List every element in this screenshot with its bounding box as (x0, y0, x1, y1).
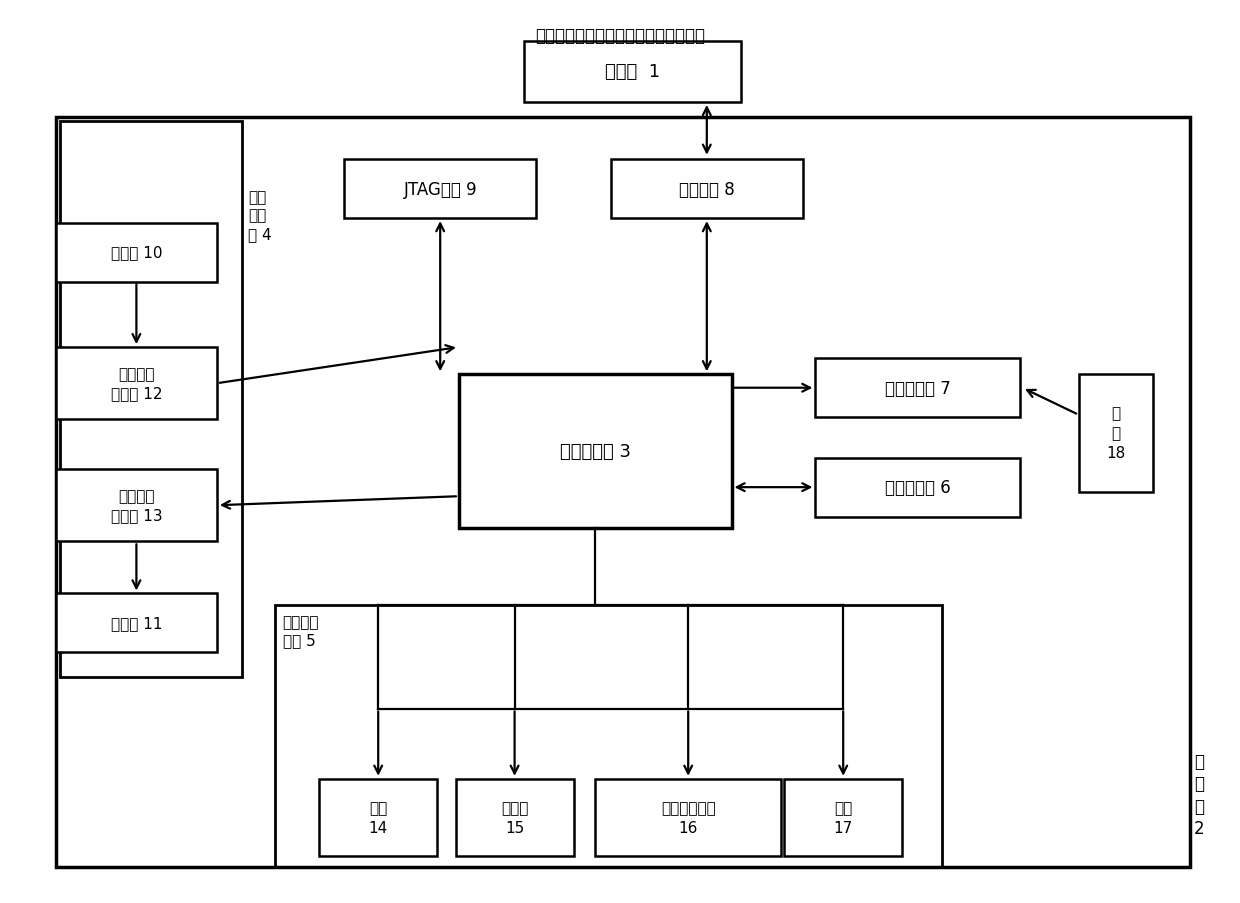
Text: 键盘
17: 键盘 17 (833, 800, 853, 834)
Text: 液晶
14: 液晶 14 (368, 800, 388, 834)
Text: 提示灯驱
动电路 13: 提示灯驱 动电路 13 (110, 489, 162, 523)
Text: 提示灯 11: 提示灯 11 (110, 616, 162, 630)
Text: 中央处理器 3: 中央处理器 3 (559, 442, 631, 461)
Bar (816, 459, 1019, 517)
Bar (56, 224, 217, 282)
Bar (785, 778, 903, 856)
Bar (56, 470, 217, 542)
Text: 数据存储器 6: 数据存储器 6 (884, 479, 951, 497)
Bar (459, 375, 732, 528)
Bar (275, 605, 942, 867)
Bar (456, 778, 573, 856)
Text: 击打键锁
存电路 12: 击打键锁 存电路 12 (110, 367, 162, 401)
Bar (56, 348, 217, 420)
Text: 综合拳击训练系统的拳击力度测量方法: 综合拳击训练系统的拳击力度测量方法 (534, 27, 706, 45)
Bar (523, 42, 740, 103)
Text: 击打键 10: 击打键 10 (110, 246, 162, 260)
Text: 压力传感器 7: 压力传感器 7 (884, 379, 951, 397)
Text: 上位机  1: 上位机 1 (605, 63, 660, 81)
Text: 打印机
15: 打印机 15 (501, 800, 528, 834)
Text: JTAG部分 9: JTAG部分 9 (403, 181, 477, 199)
Bar (816, 358, 1019, 417)
Bar (56, 594, 217, 652)
Text: 音频控制电路
16: 音频控制电路 16 (661, 800, 715, 834)
Text: 气
囊
18: 气 囊 18 (1106, 406, 1126, 461)
Bar (60, 122, 242, 677)
Text: 人机交互
部分 5: 人机交互 部分 5 (283, 614, 319, 647)
Bar (1079, 375, 1153, 492)
Bar (595, 778, 781, 856)
Bar (610, 160, 804, 219)
Bar (56, 117, 1190, 867)
Text: 击打
点部
分 4: 击打 点部 分 4 (248, 190, 272, 242)
Bar (343, 160, 536, 219)
Bar (320, 778, 438, 856)
Text: 下
位
机
2: 下 位 机 2 (1194, 752, 1205, 837)
Text: 通信模块 8: 通信模块 8 (680, 181, 734, 199)
